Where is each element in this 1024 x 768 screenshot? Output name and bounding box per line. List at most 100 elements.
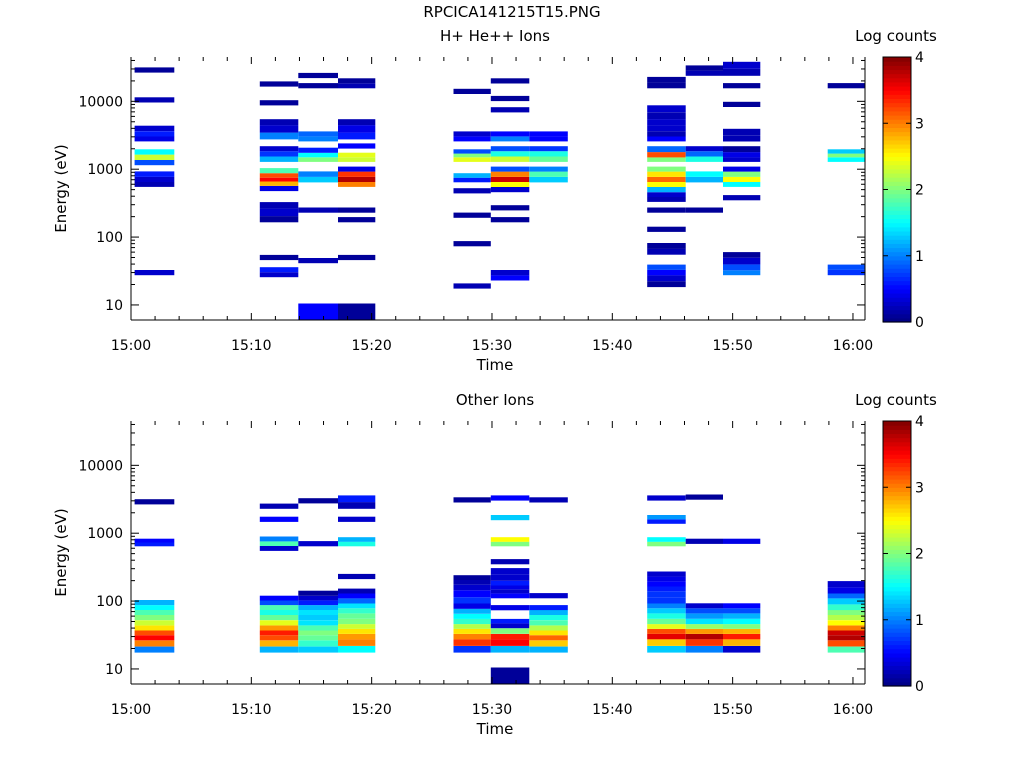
y-tick-label: 10 (105, 662, 123, 678)
colorbar-swatch (883, 119, 911, 124)
heatmap-cell (490, 537, 530, 542)
heatmap-cell (647, 519, 686, 524)
heatmap-cell (453, 575, 491, 580)
heatmap-cell (134, 600, 175, 606)
heatmap-cell (529, 171, 568, 177)
colorbar-swatch (883, 657, 911, 662)
panel-1-title: H+ He++ Ions (440, 27, 550, 45)
colorbar-tick-label: 0 (915, 315, 924, 331)
heatmap-cell (647, 603, 686, 609)
heatmap-cell (259, 605, 299, 610)
heatmap-cell (647, 581, 686, 587)
heatmap-cell (647, 197, 686, 202)
colorbar-swatch (883, 429, 911, 435)
heatmap-cell (453, 131, 491, 137)
colorbar-swatch (883, 264, 911, 269)
colorbar-swatch (883, 288, 911, 294)
heatmap-cell (298, 83, 338, 89)
colorbar-swatch (883, 81, 911, 87)
heatmap-cell (134, 630, 175, 636)
colorbar-swatch (883, 532, 911, 538)
colorbar-swatch (883, 313, 911, 319)
heatmap-cell (647, 248, 686, 255)
heatmap-cell (723, 252, 761, 258)
colorbar-swatch (883, 512, 911, 517)
heatmap-cell (134, 615, 175, 621)
panel-2-colorbar-label: Log counts (855, 391, 937, 409)
y-axis-label: Energy (eV) (52, 144, 70, 232)
heatmap-cell (723, 603, 761, 609)
colorbar-swatch (883, 640, 911, 646)
heatmap-cell (685, 176, 723, 183)
x-tick-label: 15:30 (472, 702, 512, 718)
heatmap-cell (647, 119, 686, 126)
x-tick-label: 15:20 (351, 702, 391, 718)
colorbar-swatch (883, 619, 911, 625)
heatmap-cell (529, 156, 568, 162)
heatmap-cell (490, 78, 530, 84)
chart-panel-2: 15:00 15:10 15:20 15:30 15:40 15:50 16:0010100… (52, 414, 924, 718)
colorbar-swatch (883, 143, 911, 149)
heatmap-cell (453, 580, 491, 585)
heatmap-cell (259, 600, 299, 606)
colorbar-swatch (883, 272, 911, 278)
x-ticks: 15:00 15:10 15:20 15:30 15:40 15:50 16:00 (111, 421, 873, 718)
heatmap-cell (453, 283, 491, 289)
heatmap-cell (298, 171, 338, 177)
colorbar-swatch (883, 491, 911, 497)
heatmap-cell (453, 149, 491, 154)
colorbar-swatch (883, 98, 911, 104)
heatmap-cell (259, 620, 299, 626)
heatmap-cell (134, 171, 175, 177)
colorbar-swatch (883, 69, 911, 75)
heatmap-cell (490, 639, 530, 646)
heatmap-cell (134, 640, 175, 647)
heatmap-cell (647, 639, 686, 646)
heatmap-cell (647, 146, 686, 153)
heatmap-cell (338, 628, 376, 634)
heatmap-cell (723, 195, 761, 201)
heatmap-cell (453, 241, 491, 247)
heatmap-cells (134, 61, 865, 320)
heatmap-cell (298, 152, 338, 158)
heatmap-cell (259, 630, 299, 636)
heatmap-cell (490, 270, 530, 276)
heatmap-cell (827, 635, 865, 641)
heatmap-cell (723, 135, 761, 142)
colorbar-swatch (883, 474, 911, 480)
colorbar-swatch (883, 222, 911, 228)
heatmap-cell (647, 515, 686, 520)
heatmap-cell (298, 640, 338, 647)
heatmap-cell (490, 568, 530, 575)
colorbar-swatch (883, 239, 911, 244)
heatmap-cell (723, 257, 761, 265)
x-tick-label: 15:00 (111, 702, 151, 718)
heatmap-cell (647, 207, 686, 213)
heatmap-cell (827, 157, 865, 162)
heatmap-cell (685, 171, 723, 177)
heatmap-cell (259, 125, 299, 133)
colorbar-swatch (883, 210, 911, 215)
heatmap-cell (259, 536, 299, 542)
heatmap-cell (453, 590, 491, 598)
heatmap-cell (490, 605, 530, 611)
heatmap-cell (298, 600, 338, 606)
heatmap-cell (338, 119, 376, 126)
heatmap-cell (827, 598, 865, 605)
heatmap-cell (134, 635, 175, 641)
colorbar-swatch (883, 607, 911, 613)
heatmap-cell (490, 156, 530, 162)
heatmap-cell (134, 182, 175, 187)
colorbar-swatch (883, 148, 911, 153)
colorbar-swatch (883, 433, 911, 439)
x-tick-label: 15:50 (712, 338, 752, 354)
heatmap-cell (338, 166, 376, 172)
heatmap-cell (259, 173, 299, 178)
heatmap-cell (134, 97, 175, 103)
colorbar-swatch (883, 570, 911, 575)
heatmap-cell (490, 171, 530, 177)
heatmap-cell (685, 70, 723, 76)
heatmap-cell (338, 603, 376, 609)
panel-2-xlabel: Time (476, 720, 514, 738)
heatmap-cell (490, 95, 530, 102)
